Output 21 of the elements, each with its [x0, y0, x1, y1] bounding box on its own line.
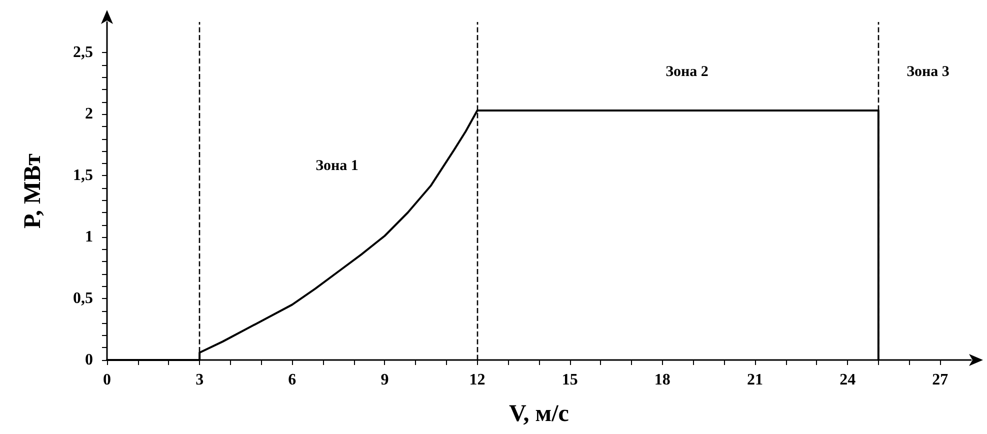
y-tick-label: 0 — [85, 352, 93, 368]
x-tick-label: 6 — [288, 372, 296, 388]
annotation: Зона 2 — [666, 64, 708, 80]
x-tick-label: 27 — [932, 372, 948, 388]
y-tick-label: 1 — [85, 228, 93, 246]
annotation: Зона 1 — [316, 158, 358, 174]
x-tick-label: 9 — [380, 372, 389, 388]
y-axis-title: P, МВт — [20, 153, 46, 228]
x-tick-label: 24 — [840, 372, 856, 388]
x-tick-label: 12 — [469, 372, 486, 388]
x-tick-label: 18 — [654, 372, 670, 388]
x-tick-label: 21 — [747, 372, 763, 388]
y-tick-label: 2 — [85, 106, 93, 123]
x-tick-label: 3 — [196, 372, 204, 388]
y-tick-label: 0,5 — [73, 290, 93, 308]
annotation: Зона 3 — [906, 64, 950, 80]
x-tick-label: 0 — [103, 372, 111, 388]
y-tick-label: 1,5 — [73, 167, 93, 184]
x-axis-title: V, м/с — [509, 401, 570, 427]
x-tick-label: 15 — [562, 372, 578, 388]
y-tick-label: 2,5 — [73, 44, 93, 62]
